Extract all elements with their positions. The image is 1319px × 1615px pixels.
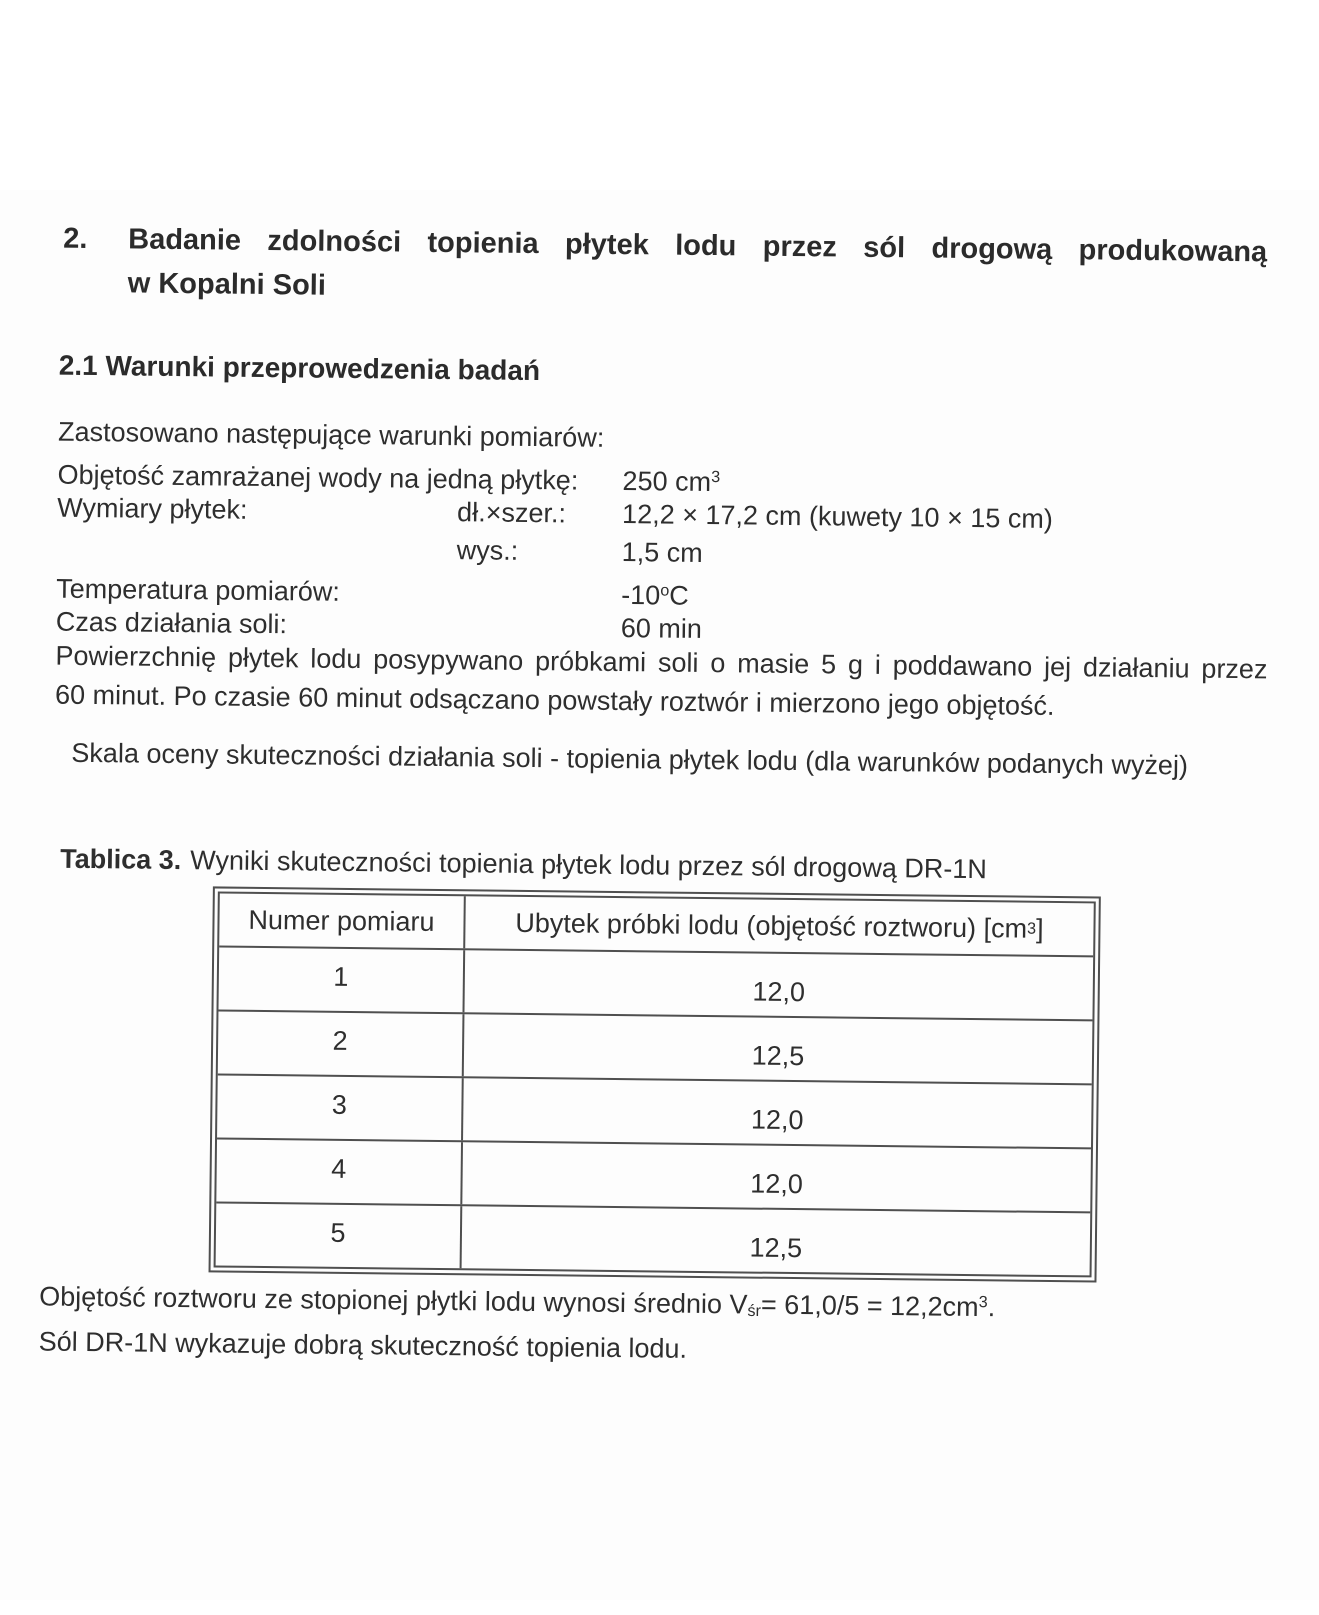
condition-dimensions-key2: wys.:: [457, 531, 622, 571]
v-average-subscript: śr: [747, 1302, 761, 1320]
table-row: 5 12,5: [216, 1203, 1091, 1275]
condition-dimensions-label: Wymiary płytek:: [57, 489, 457, 532]
table-caption: Tablica 3. Wyniki skuteczności topienia p…: [60, 844, 987, 886]
table-caption-label: Tablica 3.: [60, 844, 181, 875]
measurement-number-cell: 3: [217, 1075, 464, 1140]
scale-note: Skala oceny skuteczności działania soli …: [71, 738, 1188, 782]
table-header-row: Numer pomiaru Ubytek próbki lodu (objęto…: [219, 894, 1094, 958]
header-cell-measurement-number: Numer pomiaru: [219, 894, 466, 949]
table-row: 1 12,0: [218, 948, 1093, 1022]
volume-value-superscript: 3: [711, 468, 720, 486]
measurement-value-cell: 12,5: [464, 1014, 1093, 1083]
conclusion: Objętość roztworu ze stopionej płytki lo…: [38, 1272, 1259, 1375]
measurement-value-cell: 12,0: [463, 1078, 1092, 1147]
condition-dimensions-key1: dł.×szer.:: [457, 493, 622, 533]
ice-loss-header-text: Ubytek próbki lodu (objętość roztworu) […: [515, 907, 1027, 944]
table-row: 2 12,5: [218, 1011, 1093, 1085]
condition-dimensions-spacer: [57, 555, 457, 560]
measurement-number-cell: 5: [216, 1203, 463, 1268]
section-number: 2.: [63, 217, 88, 261]
ice-loss-header-superscript: 3: [1027, 919, 1036, 938]
volume-value-text: 250 cm: [622, 466, 711, 497]
table-row: 4 12,0: [216, 1139, 1091, 1213]
conclusion-equation: = 61,0/5 = 12,2cm: [761, 1290, 979, 1322]
procedure-paragraph: Powierzchnię płytek lodu posypywano prób…: [55, 637, 1268, 729]
results-table-frame: Numer pomiaru Ubytek próbki lodu (objęto…: [214, 891, 1096, 1277]
temperature-number: -10: [621, 580, 660, 610]
section-title: Badanie zdolności topienia płytek lodu p…: [127, 217, 1267, 318]
ice-loss-header-bracket: ]: [1036, 913, 1044, 944]
measurement-value-cell: 12,5: [462, 1206, 1091, 1275]
temperature-unit: C: [669, 580, 689, 610]
measurement-number-cell: 4: [216, 1139, 463, 1204]
conclusion-period: .: [988, 1292, 996, 1322]
table-caption-text: Wyniki skuteczności topienia płytek lodu…: [190, 845, 987, 884]
conditions-list: Objętość zamrażanej wody na jedną płytkę…: [56, 451, 1273, 655]
section-heading: 2. Badanie zdolności topienia płytek lod…: [62, 217, 1267, 319]
conditions-block: Zastosowano następujące warunki pomiarów…: [56, 413, 1274, 655]
cm-superscript: 3: [979, 1293, 988, 1311]
results-table: Numer pomiaru Ubytek próbki lodu (objęto…: [209, 886, 1101, 1282]
degree-superscript: o: [660, 581, 669, 599]
subsection-heading: 2.1 Warunki przeprowedzenia badań: [59, 350, 541, 387]
measurement-number-cell: 2: [218, 1011, 465, 1076]
conclusion-text-pre: Objętość roztworu ze stopionej płytki lo…: [39, 1281, 748, 1319]
measurement-value-cell: 12,0: [462, 1142, 1091, 1211]
header-cell-ice-loss: Ubytek próbki lodu (objętość roztworu) […: [465, 896, 1094, 955]
measurement-value-cell: 12,0: [464, 950, 1093, 1019]
measurement-number-cell: 1: [219, 948, 466, 1013]
table-row: 3 12,0: [217, 1075, 1092, 1149]
